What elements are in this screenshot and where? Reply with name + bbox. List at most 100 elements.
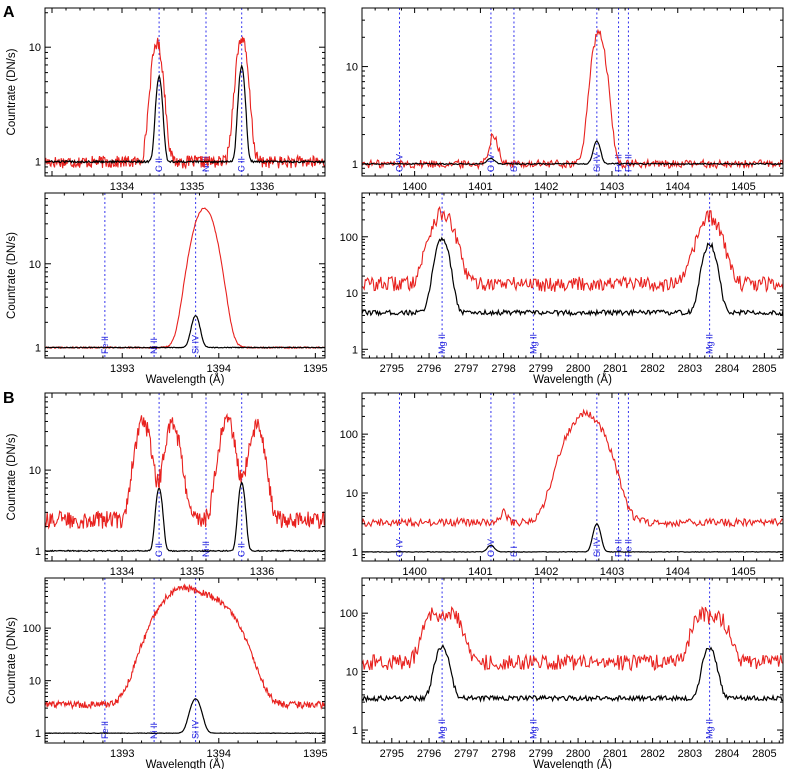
line-label: C II bbox=[154, 543, 164, 557]
y-tick-label: 10 bbox=[29, 42, 41, 54]
line-label: Fe II bbox=[623, 539, 633, 557]
x-tick-label: 1335 bbox=[180, 181, 204, 193]
black-spectrum bbox=[44, 314, 326, 349]
plot-frame bbox=[44, 577, 326, 744]
y-axis-title: Countrate (DN/s) bbox=[6, 433, 18, 520]
panel-b4: Mg II Mg II Mg II 2795 2796 2797 2798 2799 2800 2… bbox=[340, 577, 784, 769]
black-spectrum bbox=[44, 481, 326, 553]
y-tick-label: 10 bbox=[346, 288, 358, 300]
y-tick-label: 10 bbox=[29, 259, 41, 271]
y-tick-label: 10 bbox=[346, 488, 358, 500]
red-spectrum bbox=[361, 606, 784, 672]
x-tick-label: 2800 bbox=[566, 363, 590, 375]
line-label: Mg II bbox=[437, 719, 447, 739]
x-tick-label: 1334 bbox=[110, 566, 134, 578]
x-axis-title: Wavelength (Å) bbox=[146, 758, 225, 769]
x-tick-label: 1402 bbox=[534, 181, 558, 193]
y-tick-label: 100 bbox=[23, 623, 41, 635]
x-tick-label: 2796 bbox=[417, 363, 441, 375]
y-axis-title: Countrate (DN/s) bbox=[6, 232, 18, 319]
line-label: Mg II bbox=[437, 334, 447, 354]
line-label: O IV bbox=[486, 154, 496, 172]
plot-frame bbox=[361, 392, 784, 562]
red-spectrum bbox=[44, 412, 326, 530]
x-tick-label: 1395 bbox=[303, 748, 327, 760]
x-tick-label: 1335 bbox=[180, 566, 204, 578]
x-tick-label: 1393 bbox=[110, 363, 134, 375]
x-axis-title: Wavelength (Å) bbox=[533, 373, 612, 386]
black-spectrum bbox=[361, 522, 783, 553]
x-tick-label: 2796 bbox=[417, 748, 441, 760]
y-tick-label: 1 bbox=[352, 725, 358, 737]
x-tick-label: 1402 bbox=[534, 566, 558, 578]
x-tick-label: 2805 bbox=[752, 363, 776, 375]
x-tick-label: 1400 bbox=[402, 181, 426, 193]
line-label: Mg II bbox=[705, 334, 715, 354]
x-tick-label: 1394 bbox=[207, 363, 231, 375]
y-tick-label: 1 bbox=[35, 157, 41, 169]
y-tick-label: 100 bbox=[340, 608, 358, 620]
line-label: Si IV bbox=[191, 335, 201, 354]
line-label: Si IV bbox=[191, 720, 201, 739]
x-tick-label: 1334 bbox=[110, 181, 134, 193]
line-label: Fe II bbox=[614, 539, 624, 557]
panel-letter-b: B bbox=[3, 390, 15, 407]
y-tick-label: 1 bbox=[35, 546, 41, 558]
x-tick-label: 1395 bbox=[303, 363, 327, 375]
red-spectrum bbox=[44, 207, 326, 350]
x-tick-label: 2798 bbox=[491, 363, 515, 375]
red-spectrum bbox=[44, 36, 326, 170]
x-tick-label: 2801 bbox=[603, 748, 627, 760]
line-label: C II bbox=[237, 158, 247, 172]
x-tick-label: 1393 bbox=[110, 748, 134, 760]
plot-frame bbox=[361, 7, 784, 177]
x-tick-label: 2802 bbox=[640, 363, 664, 375]
x-tick-label: 1400 bbox=[402, 566, 426, 578]
y-tick-label: 10 bbox=[29, 676, 41, 688]
line-label: Fe II bbox=[100, 336, 110, 354]
x-tick-label: 1394 bbox=[207, 748, 231, 760]
red-spectrum bbox=[361, 206, 784, 293]
black-spectrum bbox=[361, 139, 784, 166]
panel-b3: Fe II Ni II Si IV 1393 1394 1395 1 10 100 Countra… bbox=[6, 577, 328, 769]
panel-a1: C II Ni II C II 1334 1335 1336 1 10 Countrate (D… bbox=[6, 7, 326, 193]
x-tick-label: 2804 bbox=[715, 748, 739, 760]
line-label: O IV bbox=[394, 539, 404, 557]
y-tick-label: 1 bbox=[352, 344, 358, 356]
x-tick-label: 1404 bbox=[666, 566, 690, 578]
red-spectrum bbox=[361, 408, 784, 529]
x-axis-title: Wavelength (Å) bbox=[146, 373, 225, 386]
x-tick-label: 2800 bbox=[566, 748, 590, 760]
plot-frame bbox=[44, 392, 326, 562]
y-axis-title: Countrate (DN/s) bbox=[6, 48, 18, 135]
y-tick-label: 1 bbox=[352, 547, 358, 559]
x-tick-label: 1403 bbox=[600, 181, 624, 193]
x-tick-label: 1336 bbox=[250, 181, 274, 193]
y-tick-label: 1 bbox=[352, 159, 358, 171]
panel-a4: Mg II Mg II Mg II 2795 2796 2797 2798 2799 2800 2… bbox=[340, 192, 784, 386]
x-tick-label: 2801 bbox=[603, 363, 627, 375]
line-label: Ni II bbox=[201, 156, 211, 172]
red-spectrum bbox=[44, 583, 326, 711]
black-spectrum bbox=[361, 644, 784, 703]
x-tick-label: 1405 bbox=[731, 181, 755, 193]
black-spectrum bbox=[45, 698, 326, 735]
line-label: Ni II bbox=[201, 541, 211, 557]
x-tick-label: 2799 bbox=[529, 748, 553, 760]
x-tick-label: 2797 bbox=[454, 363, 478, 375]
line-label: Ni II bbox=[149, 723, 159, 739]
y-tick-label: 10 bbox=[346, 667, 358, 679]
panel-letter-a: A bbox=[3, 4, 15, 21]
x-tick-label: 2799 bbox=[529, 363, 553, 375]
line-label: Si IV bbox=[592, 153, 602, 172]
x-tick-label: 2803 bbox=[678, 363, 702, 375]
x-tick-label: 1401 bbox=[468, 566, 492, 578]
line-label: O IV bbox=[486, 539, 496, 557]
panel-b1: C II Ni II C II 1334 1335 1336 1 10 Countrate (D… bbox=[6, 392, 326, 578]
y-tick-label: 10 bbox=[346, 62, 358, 74]
panel-a3: Fe II Ni II Si IV 1393 1394 1395 1 10 Countrate … bbox=[6, 192, 328, 386]
line-label: S I bbox=[509, 161, 519, 172]
x-tick-label: 2795 bbox=[380, 363, 404, 375]
